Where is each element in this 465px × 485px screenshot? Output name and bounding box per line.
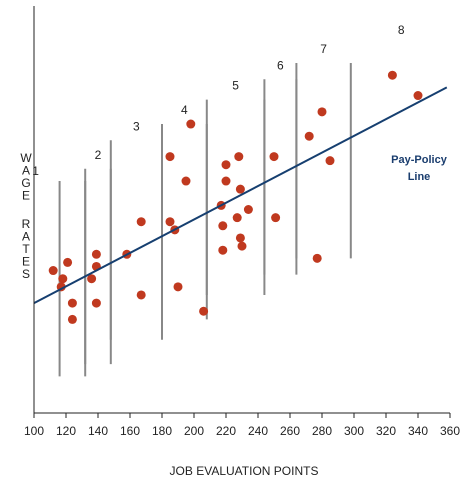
- data-point: [48, 266, 58, 276]
- x-tick-label: 120: [56, 424, 76, 438]
- data-point: [269, 152, 279, 162]
- data-point: [63, 257, 73, 267]
- x-tick-label: 200: [184, 424, 204, 438]
- data-point: [413, 91, 423, 101]
- x-tick-label: 180: [152, 424, 172, 438]
- data-point: [218, 245, 228, 255]
- data-point: [199, 306, 209, 316]
- data-point: [91, 249, 101, 259]
- x-tick-label: 300: [344, 424, 364, 438]
- data-point: [165, 152, 175, 162]
- grade-label: 8: [398, 23, 405, 37]
- data-point: [304, 131, 314, 141]
- data-point: [232, 213, 242, 223]
- x-tick-label: 340: [408, 424, 428, 438]
- x-tick-label: 360: [440, 424, 460, 438]
- data-point: [181, 176, 191, 186]
- data-point: [234, 152, 244, 162]
- grade-label: 6: [277, 58, 284, 72]
- grade-label: 5: [232, 79, 239, 93]
- data-point: [312, 253, 322, 263]
- x-axis-title: JOB EVALUATION POINTS: [170, 464, 319, 478]
- x-tick-label: 100: [24, 424, 44, 438]
- data-point: [67, 298, 77, 308]
- x-tick-label: 320: [376, 424, 396, 438]
- data-point: [136, 217, 146, 227]
- pay-grade-bars: [58, 62, 352, 377]
- data-point: [165, 217, 175, 227]
- x-tick-label: 140: [88, 424, 108, 438]
- data-point: [235, 184, 245, 194]
- x-tick-label: 260: [280, 424, 300, 438]
- pay-policy-line: [33, 86, 448, 304]
- grade-label: 7: [320, 42, 327, 56]
- data-point: [87, 274, 97, 284]
- x-tick-label: 160: [120, 424, 140, 438]
- grade-label: 3: [133, 119, 140, 133]
- grade-label: 2: [95, 148, 102, 162]
- grade-label: 4: [181, 103, 188, 117]
- pay-policy-label-line2: Line: [408, 171, 431, 183]
- x-tick-label: 220: [216, 424, 236, 438]
- data-point: [67, 314, 77, 324]
- data-point: [387, 70, 397, 80]
- data-point: [186, 119, 196, 129]
- job-data-points: [48, 70, 423, 324]
- data-point: [221, 160, 231, 170]
- x-tick-label: 280: [312, 424, 332, 438]
- data-point: [221, 176, 231, 186]
- data-point: [136, 290, 146, 300]
- data-point: [271, 213, 281, 223]
- data-point: [237, 241, 247, 251]
- data-point: [173, 282, 183, 292]
- data-point: [235, 233, 245, 243]
- data-point: [243, 205, 253, 214]
- data-point: [58, 274, 68, 284]
- data-point: [325, 156, 335, 166]
- pay-grade-labels: 1 2 3 4 5 6 7 8: [32, 23, 405, 178]
- data-point: [218, 221, 228, 231]
- pay-policy-label: Pay-Policy: [391, 154, 448, 166]
- x-tick-label: 240: [248, 424, 268, 438]
- data-point: [317, 107, 327, 117]
- data-point: [91, 298, 101, 308]
- x-axis-ticks: 100 120 140 160 180 200 220 240 260 280 300 320 340 3…: [24, 413, 460, 438]
- grade-label: 1: [32, 164, 39, 178]
